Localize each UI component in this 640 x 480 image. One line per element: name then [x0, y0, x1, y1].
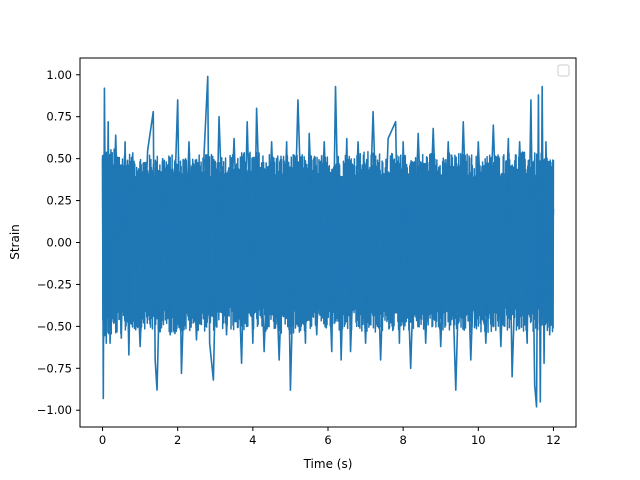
y-tick-label: −0.25 [37, 277, 72, 291]
x-tick-label: 0 [99, 433, 106, 447]
x-tick-label: 6 [324, 433, 331, 447]
x-tick-label: 2 [174, 433, 181, 447]
x-tick-label: 4 [249, 433, 256, 447]
y-tick-label: 1.00 [46, 68, 72, 82]
y-tick-label: −0.75 [37, 361, 72, 375]
x-tick-label: 8 [399, 433, 406, 447]
legend[interactable] [557, 64, 570, 77]
y-tick-label: 0.75 [46, 110, 72, 124]
x-axis-label: Time (s) [303, 457, 353, 471]
x-tick-label: 10 [471, 433, 486, 447]
y-tick-label: 0.50 [46, 152, 72, 166]
legend-box[interactable] [557, 64, 570, 77]
y-tick-label: −0.50 [37, 319, 72, 333]
y-axis-ticks: −1.00 −0.75 −0.50 −0.25 0.00 0.25 0.50 0.75 1.00 [37, 68, 80, 417]
x-tick-label: 12 [546, 433, 561, 447]
x-axis-ticks: 0 2 4 6 8 10 12 [99, 427, 561, 447]
y-axis-label: Strain [8, 224, 22, 260]
signal-line [101, 148, 555, 340]
y-tick-label: −1.00 [37, 403, 72, 417]
plot-area [101, 75, 555, 408]
y-tick-label: 0.25 [46, 194, 72, 208]
y-tick-label: 0.00 [46, 236, 72, 250]
signal-peaks [101, 75, 555, 408]
